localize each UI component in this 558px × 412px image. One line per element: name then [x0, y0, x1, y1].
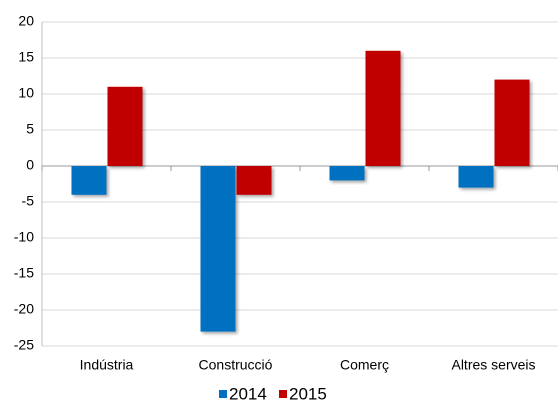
legend-swatch — [219, 390, 227, 398]
bar — [329, 166, 365, 181]
bar — [458, 166, 494, 188]
bar — [107, 86, 143, 166]
x-tick-label: Altres serveis — [451, 357, 535, 373]
legend-label: 2015 — [289, 384, 327, 403]
y-tick-label: -5 — [22, 193, 35, 209]
legend: 2014 2015 — [219, 384, 327, 403]
bar — [365, 50, 401, 166]
y-tick-label: -15 — [14, 265, 34, 281]
y-tick-label: 15 — [18, 49, 34, 65]
y-tick-label: 5 — [26, 121, 34, 137]
legend-swatch — [279, 390, 287, 398]
legend-label: 2014 — [229, 384, 267, 403]
bar — [71, 166, 107, 195]
y-tick-label: -25 — [14, 337, 34, 353]
y-tick-label: 20 — [18, 13, 34, 29]
bar — [494, 79, 530, 166]
y-tick-label: -20 — [14, 301, 34, 317]
y-tick-label: -10 — [14, 229, 34, 245]
x-tick-label: Comerç — [340, 357, 389, 373]
y-tick-label: 0 — [26, 157, 34, 173]
x-tick-label: Indústria — [80, 357, 134, 373]
y-tick-label: 10 — [18, 85, 34, 101]
x-tick-label: Construcció — [199, 357, 273, 373]
bar — [200, 166, 236, 332]
bar — [236, 166, 272, 195]
